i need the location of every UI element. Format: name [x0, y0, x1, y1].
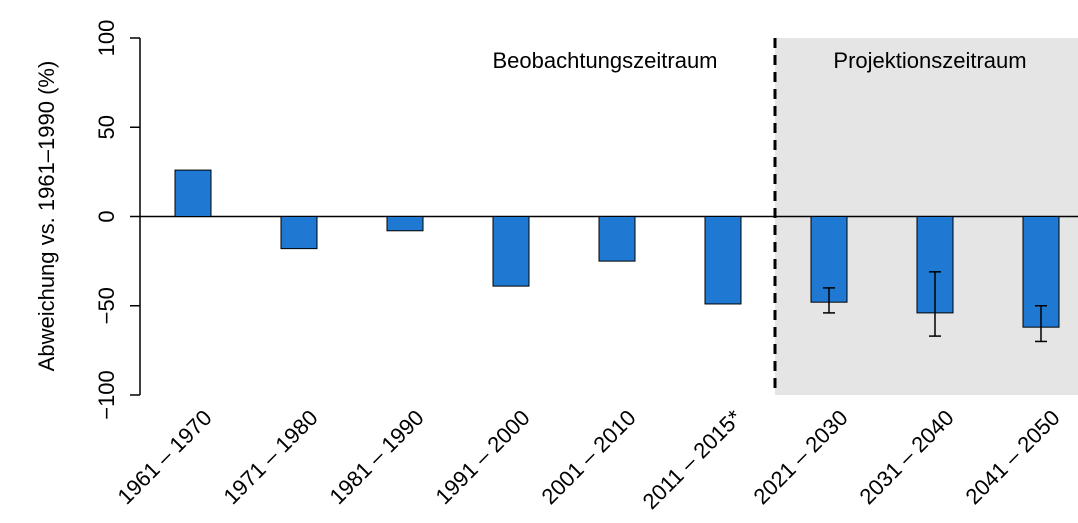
bar	[704, 216, 742, 305]
y-tick-label: 0	[94, 210, 119, 222]
x-tick-label: 1981 – 1990	[324, 405, 428, 509]
x-tick-label: 2041 – 2050	[960, 405, 1064, 509]
bar	[386, 216, 424, 232]
x-tick-label: 1971 – 1980	[218, 405, 322, 509]
x-tick-label: 2011 – 2015*	[638, 405, 747, 514]
bar	[280, 216, 318, 250]
y-tick-label: −100	[94, 370, 119, 420]
bar	[174, 169, 212, 217]
x-tick-label: 2031 – 2040	[854, 405, 958, 509]
y-tick-label: 50	[94, 115, 119, 139]
bar	[492, 216, 530, 287]
bar	[598, 216, 636, 262]
x-tick-label: 1991 – 2000	[430, 405, 534, 509]
x-tick-label: 1961 – 1970	[112, 405, 216, 509]
x-tick-label: 2001 – 2010	[536, 405, 640, 509]
y-tick-label: 100	[94, 20, 119, 57]
y-axis-label: Abweichung vs. 1961–1990 (%)	[34, 61, 59, 372]
annotation: Projektionszeitraum	[833, 48, 1026, 73]
y-tick-label: −50	[94, 287, 119, 324]
annotation: Beobachtungszeitraum	[492, 48, 717, 73]
x-tick-label: 2021 – 2030	[748, 405, 852, 509]
